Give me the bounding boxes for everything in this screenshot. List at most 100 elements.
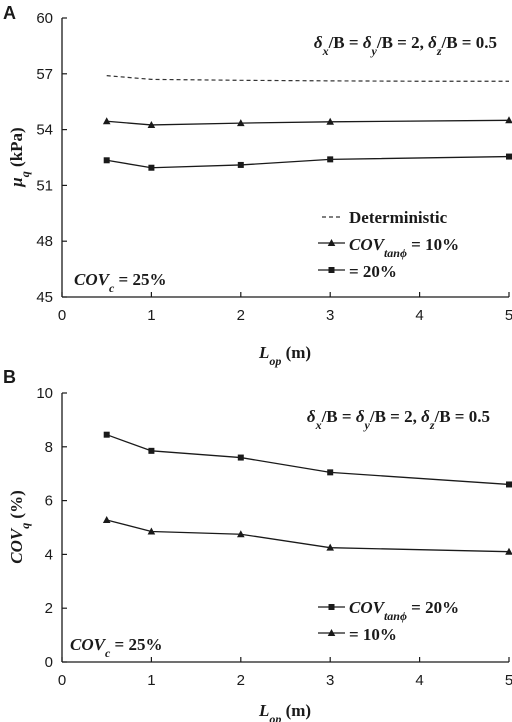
annotation-spacing-b-part: /B = <box>321 407 356 426</box>
y-tick-label-a: 54 <box>36 122 53 139</box>
legend-label-b-0: COVtanϕ = 20% <box>349 598 459 623</box>
legend-label-a-1-part: = 10% <box>407 235 459 254</box>
data-point-b-1 <box>147 527 156 535</box>
x-tick-label-a: 4 <box>415 307 423 324</box>
data-point-a-1 <box>505 116 512 124</box>
legend-marker-b-0 <box>328 604 335 610</box>
series-line-b-1 <box>106 519 510 553</box>
data-point-b-0 <box>148 447 155 454</box>
data-point-a-2 <box>103 157 110 164</box>
x-tick-label-a: 1 <box>147 307 155 324</box>
data-point-b-1 <box>102 515 111 523</box>
annotation-covc-b-part: COV <box>70 635 107 654</box>
x-axis-title-sub: op <box>269 712 281 722</box>
annotation-spacing-a-part: z <box>436 44 442 58</box>
series-line-a-2 <box>106 155 510 169</box>
y-tick-label-a: 51 <box>36 177 53 194</box>
annotation-covc-b: COVc = 25% <box>70 635 162 660</box>
annotation-spacing-b-part: /B = 0.5 <box>434 407 491 426</box>
y-tick-label-b: 8 <box>45 439 53 456</box>
annotation-covc-a: COVc = 25% <box>74 270 166 295</box>
legend-label-a-1-part: tanϕ <box>384 246 407 260</box>
x-tick-label-b: 4 <box>415 672 423 689</box>
y-tick-label-a: 57 <box>36 66 53 83</box>
annotation-spacing-b-part: δ <box>356 407 365 426</box>
legend-label-b-1: = 10% <box>349 625 397 644</box>
legend-marker-a-2 <box>328 267 335 273</box>
legend-label-a-0-part: Deterministic <box>349 208 448 227</box>
legend-marker-a-1 <box>327 239 336 246</box>
data-point-b-0 <box>506 481 512 488</box>
y-tick-label-b: 0 <box>45 654 53 671</box>
y-tick-label-b: 6 <box>45 493 53 510</box>
legend-label-b-1-part: = 10% <box>349 625 397 644</box>
data-point-a-1 <box>102 117 111 125</box>
data-point-a-2 <box>506 153 512 160</box>
x-tick-label-b: 3 <box>326 672 334 689</box>
x-axis-title-sub: op <box>269 354 281 368</box>
x-axis-title-unit: (m) <box>281 701 311 720</box>
data-point-b-1 <box>326 543 334 551</box>
data-point-b-1 <box>505 547 512 555</box>
legend-label-a-0: Deterministic <box>349 208 448 227</box>
y-axis-title-b: COVq (%) <box>7 490 32 564</box>
annotation-spacing-b-part: x <box>315 418 322 432</box>
y-tick-label-b: 10 <box>36 385 53 402</box>
legend-marker-b-1 <box>327 629 336 636</box>
x-tick-label-b: 5 <box>505 672 512 689</box>
series-line-b-0 <box>106 434 510 486</box>
panel-label-b: B <box>3 367 16 387</box>
y-axis-title-unit: (kPa) <box>7 127 26 171</box>
y-tick-label-b: 4 <box>45 546 53 563</box>
y-tick-label-a: 45 <box>36 289 53 306</box>
x-axis-title-a: Lop (m) <box>258 343 311 368</box>
data-point-b-0 <box>237 454 244 461</box>
series-line-a-1 <box>106 119 510 126</box>
legend-label-b-0-part: tanϕ <box>384 609 407 623</box>
annotation-spacing-b-part: /B = 2, <box>369 407 421 426</box>
data-point-a-2 <box>327 156 334 163</box>
data-point-a-2 <box>148 164 155 171</box>
annotation-spacing-b-part: y <box>363 418 371 432</box>
annotation-spacing-a: δx/B = δy/B = 2, δz/B = 0.5 <box>314 33 497 58</box>
data-point-b-1 <box>237 530 245 538</box>
x-tick-label-b: 0 <box>58 672 66 689</box>
legend-label-a-1: COVtanϕ = 10% <box>349 235 459 260</box>
annotation-spacing-a-part: δ <box>314 33 323 52</box>
annotation-spacing-b-part: δ <box>307 407 316 426</box>
legend-label-a-1-part: COV <box>349 235 386 254</box>
annotation-spacing-b: δx/B = δy/B = 2, δz/B = 0.5 <box>307 407 490 432</box>
x-axis-title-unit: (m) <box>281 343 311 362</box>
data-point-b-0 <box>103 431 110 438</box>
y-tick-label-a: 60 <box>36 10 53 27</box>
x-axis-title-b: Lop (m) <box>258 701 311 722</box>
x-tick-label-a: 5 <box>505 307 512 324</box>
data-point-a-1 <box>237 119 245 127</box>
annotation-spacing-a-part: x <box>322 44 329 58</box>
annotation-spacing-b-part: z <box>429 418 435 432</box>
annotation-spacing-a-part: δ <box>363 33 372 52</box>
x-axis-title-main: L <box>258 343 269 362</box>
legend-label-a-2: = 20% <box>349 262 397 281</box>
annotation-covc-a-part: c <box>109 281 115 295</box>
annotation-covc-b-part: = 25% <box>110 635 162 654</box>
y-axis-title-sub: q <box>18 523 32 529</box>
panel-label-a: A <box>3 3 16 23</box>
x-axis-title-main: L <box>258 701 269 720</box>
y-tick-label-a: 48 <box>36 233 53 250</box>
annotation-spacing-a-part: δ <box>428 33 437 52</box>
x-tick-label-a: 2 <box>237 307 245 324</box>
legend-label-b-0-part: = 20% <box>407 598 459 617</box>
y-axis-title-unit: (%) <box>7 490 26 523</box>
x-tick-label-b: 2 <box>237 672 245 689</box>
x-tick-label-b: 1 <box>147 672 155 689</box>
y-axis-title-a: μq (kPa) <box>7 127 32 187</box>
annotation-spacing-b-part: δ <box>421 407 430 426</box>
y-axis-title-main: COV <box>7 527 26 564</box>
annotation-covc-a-part: COV <box>74 270 111 289</box>
data-point-a-1 <box>326 117 334 125</box>
data-point-a-2 <box>237 161 244 168</box>
